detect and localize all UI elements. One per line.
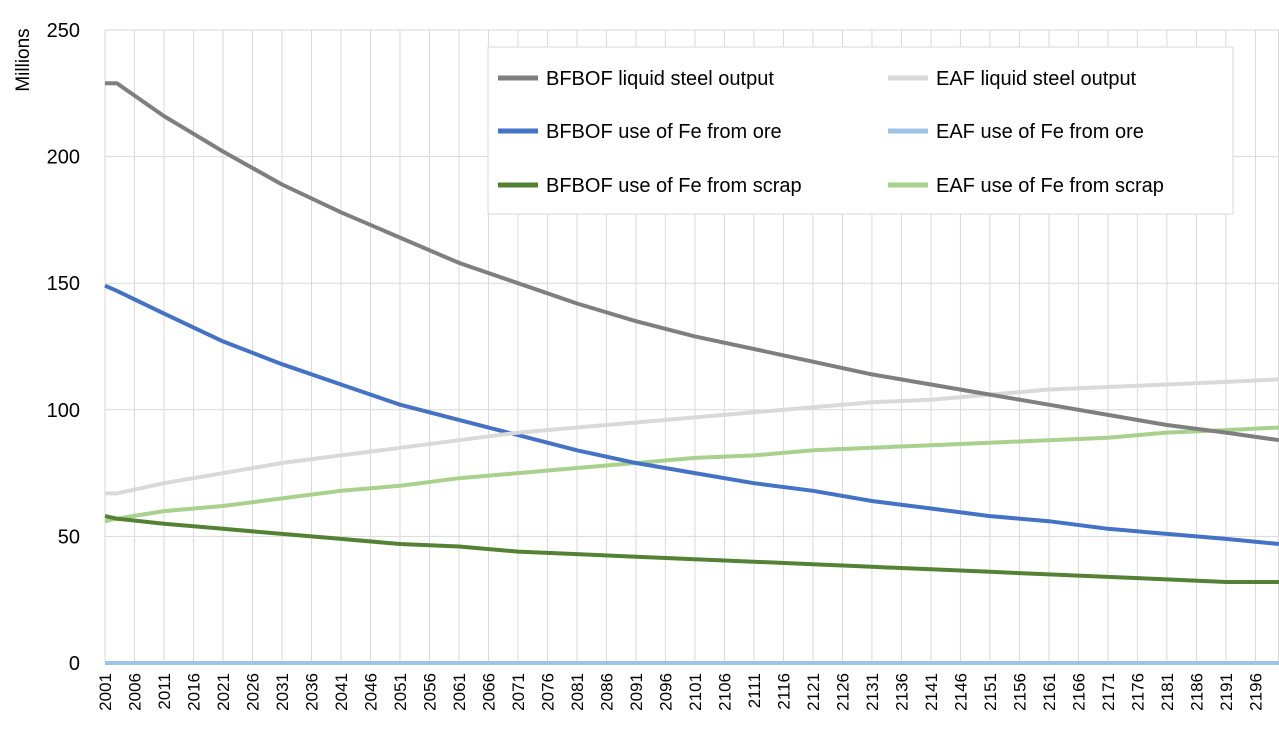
legend-item[interactable]: EAF use of Fe from scrap [888, 175, 1164, 197]
x-tick-label: 2171 [1099, 673, 1118, 711]
x-tick-label: 2051 [391, 673, 410, 711]
legend-box [487, 46, 1234, 215]
x-tick-label: 2066 [479, 673, 498, 711]
legend-label: EAF use of Fe from ore [936, 121, 1144, 143]
y-tick-label: 100 [47, 400, 80, 422]
legend-item[interactable]: BFBOF use of Fe from scrap [498, 175, 802, 197]
x-tick-label: 2031 [273, 673, 292, 711]
grid [104, 29, 1279, 664]
legend[interactable]: BFBOF liquid steel output EAF liquid stee… [487, 46, 1234, 215]
x-tick-label: 2086 [597, 673, 616, 711]
series-line-eaf-use-of-fe-from-scrap [104, 425, 1279, 524]
series-lines [104, 81, 1279, 665]
legend-label: BFBOF use of Fe from ore [546, 121, 782, 143]
x-tick-label: 2136 [892, 673, 911, 711]
x-tick-label: 2056 [420, 673, 439, 711]
x-tick-label: 2106 [715, 673, 734, 711]
x-tick-label: 2131 [863, 673, 882, 711]
x-tick-label: 2046 [361, 673, 380, 711]
x-tick-label: 2061 [450, 673, 469, 711]
x-tick-label: 2121 [804, 673, 823, 711]
x-tick-label: 2006 [125, 673, 144, 711]
x-tick-label: 2181 [1158, 673, 1177, 711]
y-tick-label: 250 [47, 20, 80, 42]
x-tick-label: 2081 [568, 673, 587, 711]
x-tick-label: 2021 [214, 673, 233, 711]
x-tick-label: 2101 [686, 673, 705, 711]
series-line-eaf-liquid-steel-output [105, 377, 1279, 496]
x-tick-label: 2141 [922, 673, 941, 711]
x-tick-label: 2091 [627, 673, 646, 711]
x-tick-label: 2001 [96, 673, 115, 711]
y-tick-label: 200 [47, 147, 80, 169]
x-tick-label: 2186 [1187, 673, 1206, 711]
series-line-bfbof-liquid-steel-output [105, 81, 1279, 443]
legend-item[interactable]: EAF use of Fe from ore [888, 121, 1144, 143]
x-tick-label: 2151 [981, 673, 1000, 711]
x-tick-label: 2071 [509, 673, 528, 711]
x-tick-label: 2076 [538, 673, 557, 711]
x-axis: 2001 2006 2011 2016 2021 2026 2031 2036 2041 2046… [96, 673, 1265, 711]
x-tick-label: 2041 [332, 673, 351, 711]
x-tick-label: 2036 [302, 673, 321, 711]
x-tick-label: 2191 [1217, 673, 1236, 711]
series-line-bfbof-use-of-fe-from-scrap [104, 514, 1279, 584]
legend-label: EAF use of Fe from scrap [936, 175, 1164, 197]
series-line-bfbof-use-of-fe-from-ore [104, 283, 1279, 546]
x-tick-label: 2126 [833, 673, 852, 711]
x-tick-label: 2026 [243, 673, 262, 711]
x-tick-label: 2011 [155, 673, 174, 710]
legend-label: EAF liquid steel output [936, 68, 1137, 90]
y-tick-label: 150 [47, 273, 80, 295]
x-tick-label: 2096 [656, 673, 675, 711]
x-tick-label: 2016 [184, 673, 203, 711]
y-axis-title: Millions [13, 28, 34, 91]
x-tick-label: 2166 [1069, 673, 1088, 711]
y-axis: 0 50 100 150 200 250 [47, 20, 80, 675]
legend-item[interactable]: EAF liquid steel output [888, 68, 1137, 90]
legend-item[interactable]: BFBOF liquid steel output [498, 68, 774, 90]
legend-label: BFBOF liquid steel output [546, 68, 774, 90]
legend-label: BFBOF use of Fe from scrap [546, 175, 802, 197]
x-tick-label: 2176 [1128, 673, 1147, 711]
x-tick-label: 2146 [951, 673, 970, 711]
x-tick-label: 2156 [1010, 673, 1029, 711]
x-tick-label: 2161 [1040, 673, 1059, 711]
x-tick-label: 2196 [1246, 673, 1265, 711]
legend-item[interactable]: BFBOF use of Fe from ore [498, 121, 782, 143]
x-tick-label: 2111 [745, 673, 764, 708]
y-tick-label: 0 [69, 653, 80, 675]
x-tick-label: 2116 [774, 673, 793, 710]
y-tick-label: 50 [58, 526, 80, 548]
